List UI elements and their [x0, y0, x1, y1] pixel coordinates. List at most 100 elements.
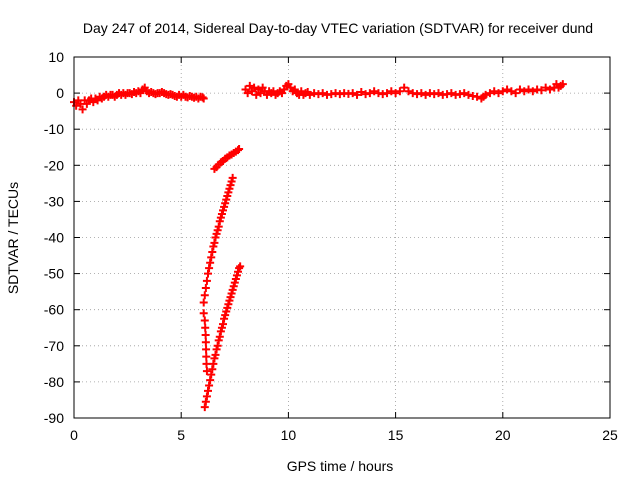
data-point [361, 90, 370, 99]
x-tick-label: 25 [602, 427, 618, 443]
y-tick-label: -50 [44, 266, 64, 282]
data-point [310, 89, 319, 98]
x-tick-label: 10 [281, 427, 297, 443]
data-point [201, 338, 210, 347]
data-point [490, 87, 499, 96]
data-point [421, 90, 430, 99]
data-point [503, 85, 512, 94]
y-axis-title: SDTVAR / TECUs [5, 182, 21, 294]
data-point [214, 222, 223, 231]
data-point [455, 90, 464, 99]
data-point [202, 359, 211, 368]
data-point [201, 397, 210, 406]
data-point [447, 89, 456, 98]
data-point [537, 86, 546, 95]
x-tick-label: 0 [70, 427, 78, 443]
data-point [494, 89, 503, 98]
data-point [353, 90, 362, 99]
data-point [201, 284, 210, 293]
data-point [205, 264, 214, 273]
axis-ticks [73, 56, 611, 419]
y-tick-label: -10 [44, 121, 64, 137]
data-point [391, 89, 400, 98]
chart-title: Day 247 of 2014, Sidereal Day-to-day VTE… [83, 20, 593, 36]
y-tick-label: -70 [44, 338, 64, 354]
y-tick-label: -80 [44, 374, 64, 390]
y-tick-label: 0 [56, 85, 64, 101]
data-point [507, 87, 516, 96]
data-point [199, 94, 208, 103]
data-point [208, 365, 217, 374]
data-point [202, 276, 211, 285]
data-point [198, 93, 207, 102]
data-point [200, 316, 209, 325]
data-point [207, 253, 216, 262]
x-tick-label: 5 [177, 427, 185, 443]
data-point [400, 83, 409, 92]
data-point [78, 105, 87, 114]
data-point [374, 89, 383, 98]
data-point [205, 381, 214, 390]
data-point [434, 89, 443, 98]
data-point [252, 90, 261, 99]
data-point [202, 352, 211, 361]
data-point [209, 359, 218, 368]
data-point [201, 323, 210, 332]
data-point [481, 90, 490, 99]
data-point [464, 90, 473, 99]
data-point [378, 90, 387, 99]
data-point [408, 89, 417, 98]
data-point [357, 88, 366, 97]
data-point [199, 309, 208, 318]
data-point [318, 89, 327, 98]
data-point [228, 173, 237, 182]
data-point [200, 291, 209, 300]
data-point [365, 89, 374, 98]
data-point [202, 345, 211, 354]
data-point [335, 90, 344, 99]
data-point [404, 87, 413, 96]
y-tick-label: -40 [44, 230, 64, 246]
data-point [460, 89, 469, 98]
data-point [202, 392, 211, 401]
data-point [245, 81, 254, 90]
data-point [200, 403, 209, 412]
data-point [236, 262, 245, 271]
data-point [413, 90, 422, 99]
data-point [383, 89, 392, 98]
y-tick-label: -60 [44, 302, 64, 318]
data-points [70, 80, 567, 412]
x-tick-label: 15 [388, 427, 404, 443]
data-point [204, 269, 212, 278]
data-point [305, 90, 314, 99]
data-point [208, 247, 217, 256]
data-point [199, 298, 208, 307]
data-point [331, 89, 340, 98]
data-point [234, 146, 243, 155]
data-point [541, 83, 550, 92]
data-point [515, 85, 524, 94]
y-tick-label: -90 [44, 410, 64, 426]
data-point [528, 87, 537, 96]
data-point [202, 367, 211, 376]
data-point [417, 89, 426, 98]
grid-lines [74, 57, 610, 418]
data-point [250, 83, 259, 92]
data-point [520, 87, 529, 96]
data-point [430, 90, 439, 99]
data-point [485, 89, 494, 98]
data-point [219, 320, 228, 329]
data-point [425, 89, 434, 98]
data-point [206, 258, 215, 267]
data-point [498, 87, 507, 96]
data-point [387, 87, 396, 96]
x-tick-labels: 0 5 10 15 20 25 [70, 427, 618, 443]
data-point [348, 89, 357, 98]
data-point [215, 332, 224, 341]
data-point [206, 376, 215, 385]
data-point [370, 87, 379, 96]
x-axis-title: GPS time / hours [287, 458, 394, 474]
data-point [210, 238, 219, 247]
data-point [213, 341, 222, 350]
